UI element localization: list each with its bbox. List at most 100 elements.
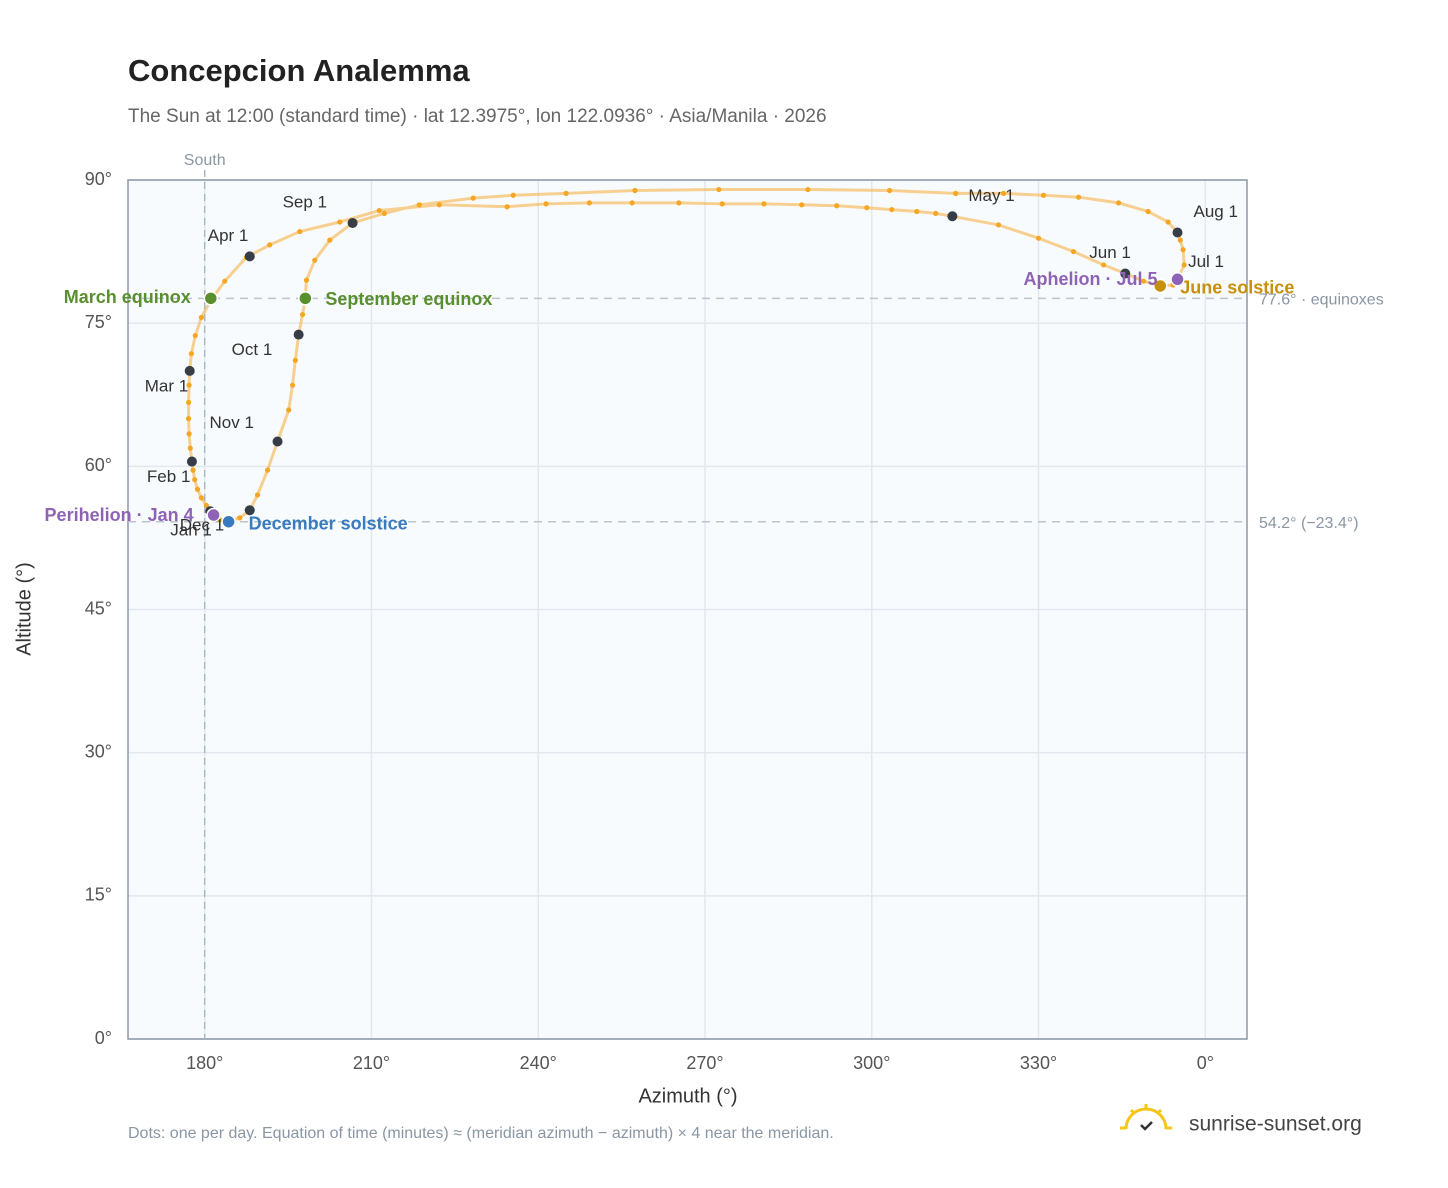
y-tick-label: 15° [85,885,112,905]
month-label: Jun 1 [1089,243,1131,262]
daily-dot [995,222,1002,228]
daily-dot [303,277,310,283]
event-marker [203,291,219,306]
event-label: December solstice [249,513,408,533]
daily-dot [933,210,939,217]
daily-dot [185,416,192,422]
event-label: June solstice [1180,278,1294,298]
daily-dot [1145,208,1151,215]
y-tick-label: 0° [95,1028,112,1048]
daily-dot [289,382,296,388]
x-tick-label: 330° [1020,1053,1057,1073]
daily-dot [292,357,298,363]
daily-dot [510,192,516,198]
brand-logo [1120,1104,1172,1131]
x-tick-label: 240° [520,1053,557,1073]
daily-dot [886,187,893,194]
daily-dot [1177,237,1183,243]
event-marker [1170,272,1185,287]
analemma-line [187,188,1186,524]
daily-dot [1180,247,1186,253]
daily-dot [1100,262,1107,268]
daily-dot [188,351,194,357]
month-label: Jul 1 [1188,252,1224,271]
month-label: May 1 [968,186,1014,205]
daily-dot [1181,262,1187,268]
daily-dot [470,195,476,201]
daily-dot [953,190,959,196]
month-marker [1172,227,1183,238]
daily-dot [436,202,442,208]
daily-dot [1075,194,1082,200]
plot-frame [127,179,1248,1040]
daily-dot [381,210,387,217]
daily-dot [761,201,767,207]
daily-dot [632,187,638,194]
daily-dot [416,202,422,208]
month-marker [1120,268,1131,279]
month-label: Jan 1 [170,521,212,540]
daily-dot [504,204,510,210]
month-label: Sep 1 [283,192,327,211]
daily-dot [286,407,292,413]
event-marker [298,291,313,306]
daily-dot [719,201,725,207]
daily-dot [237,515,243,521]
event-label: September equinox [325,289,492,309]
chart-subtitle: The Sun at 12:00 (standard time) · lat 1… [128,106,827,127]
daily-dot [1070,248,1077,255]
daily-dot [187,445,193,451]
event-marker [206,507,221,523]
daily-dot [297,228,303,235]
daily-dot [805,186,811,193]
reference-label: 77.6° · equinoxes [1259,292,1384,309]
event-label: Perihelion · Jan 4 [45,505,194,525]
chart-title: Concepcion Analemma [128,53,470,88]
daily-dot [312,257,318,263]
month-marker [186,456,197,467]
month-marker [272,436,283,447]
daily-dot [185,399,192,405]
daily-dot [563,190,569,196]
daily-dot [914,208,920,215]
month-marker [244,251,255,262]
y-tick-label: 90° [85,169,112,189]
x-tick-label: 270° [686,1053,723,1073]
daily-dot [799,202,805,208]
daily-dot [192,332,198,339]
daily-dot [1000,190,1007,196]
month-label: Mar 1 [145,376,188,395]
daily-dot [203,502,209,509]
event-marker [1153,278,1168,294]
daily-dot [327,237,333,243]
daily-dot [716,186,722,193]
daily-dot [264,467,271,473]
daily-dot [186,382,192,388]
daily-dot [543,201,549,207]
y-tick-label: 30° [85,741,112,761]
reference-label: 54.2° (−23.4°) [1259,515,1359,532]
daily-dot [299,311,306,318]
daily-dot [376,207,382,214]
month-marker [293,329,304,340]
daily-dot [1040,192,1047,198]
daily-dot [629,200,635,206]
footnote: Dots: one per day. Equation of time (min… [128,1125,834,1142]
y-tick-label: 75° [85,312,112,332]
x-tick-label: 180° [186,1053,223,1073]
daily-dot [834,203,840,209]
month-label: Feb 1 [147,467,190,486]
month-label: Nov 1 [210,413,254,432]
daily-dot [267,242,273,248]
daily-dot [186,431,192,437]
month-marker [184,365,195,376]
daily-dot [194,486,201,492]
month-marker [947,211,958,222]
month-label: Apr 1 [208,226,249,245]
event-label: March equinox [64,287,191,307]
daily-dot [1141,278,1147,284]
x-tick-label: 0° [1197,1053,1214,1073]
daily-dot [198,495,204,501]
month-marker [347,217,358,228]
